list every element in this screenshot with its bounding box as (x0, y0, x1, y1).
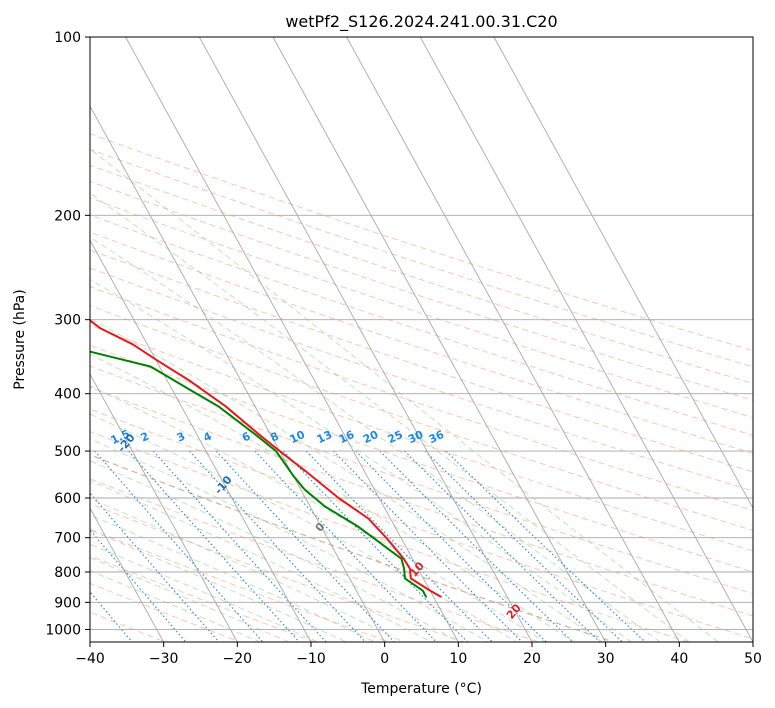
isotherm-line (198, 37, 533, 642)
temperature-line (90, 319, 442, 598)
x-tick-label: −20 (223, 651, 253, 667)
dewpoint-line (90, 350, 427, 598)
dry-adiabat-line (90, 180, 753, 401)
isotherm-line (419, 37, 753, 642)
mixing-ratio-line (90, 529, 187, 642)
mixing-ratio-label: 10 (288, 428, 308, 446)
isotherm-line (90, 373, 238, 642)
pressure-grid-lines (90, 37, 753, 630)
dry-adiabat-line (90, 431, 690, 642)
isotherm-lines (90, 37, 753, 642)
isotherm-line (493, 37, 753, 510)
y-tick-label: 400 (54, 387, 81, 403)
chart-title: wetPf2_S126.2024.241.00.31.C20 (285, 12, 557, 32)
isotherm-line (90, 507, 165, 642)
mixing-ratio-line (254, 450, 438, 642)
y-tick-label: 300 (54, 313, 81, 329)
x-axis-ticks: −40 −30 −20 −10 0 10 20 30 40 50 (75, 642, 762, 667)
x-tick-label: 40 (670, 651, 688, 667)
dry-adiabat-line (90, 286, 753, 511)
dry-adiabat-line (90, 528, 391, 642)
x-tick-label: 0 (380, 651, 389, 667)
mixing-ratio-lines (90, 450, 646, 642)
plot-area: 0.10.20.40.611.52346810131620253036-100-… (4, 37, 753, 642)
dry-adiabat-line (90, 214, 753, 436)
mixing-ratio-line (94, 450, 264, 642)
moist-adiabat-line (90, 460, 461, 642)
mixing-ratio-label: 30 (406, 428, 426, 446)
dry-adiabat-line (90, 344, 753, 573)
x-tick-label: 30 (597, 651, 615, 667)
mixing-ratio-label: 36 (427, 428, 447, 446)
moist-adiabat-line (90, 557, 291, 642)
mixing-ratio-line (379, 450, 574, 642)
moist-adiabat-line (90, 438, 490, 642)
x-tick-label: 50 (744, 651, 762, 667)
isotherm-line (346, 37, 680, 642)
plot-frame (89, 36, 754, 643)
mixing-ratio-label: 20 (361, 428, 381, 446)
y-tick-label: 1000 (45, 622, 81, 638)
y-tick-label: 100 (54, 30, 81, 46)
mixing-ratio-line (404, 450, 601, 642)
moist-adiabat-line (90, 192, 690, 642)
profile-series (90, 319, 442, 598)
mixing-ratio-line (305, 450, 494, 642)
mixing-ratio-label: 0.4 (4, 427, 27, 447)
y-tick-label: 700 (54, 531, 81, 547)
x-tick-label: 10 (449, 651, 467, 667)
y-tick-label: 800 (54, 565, 81, 581)
moist-adiabat-line (90, 498, 405, 642)
x-tick-label: −30 (149, 651, 179, 667)
x-tick-label: 20 (523, 651, 541, 667)
mixing-ratio-label: 13 (315, 428, 334, 446)
mixing-ratio-line (445, 450, 646, 642)
y-tick-label: 200 (54, 208, 81, 224)
moist-adiabat-line (90, 385, 546, 642)
x-tick-label: −10 (296, 651, 326, 667)
isotherm-label: -30 (18, 389, 41, 413)
mixing-ratio-label: 16 (337, 428, 357, 446)
x-tick-label: −40 (75, 651, 105, 667)
moist-adiabat-line (90, 353, 575, 642)
isotherm-line (90, 105, 386, 642)
y-axis-ticks: 100 200 300 400 500 600 700 800 900 1000 (45, 30, 90, 638)
mixing-ratio-line (424, 450, 624, 642)
moist-adiabat-line (90, 318, 604, 642)
plot-background (90, 37, 753, 642)
moist-adiabat-line (90, 413, 518, 642)
moist-adiabat-line (90, 543, 320, 642)
mixing-ratio-line (128, 450, 301, 642)
isotherm-line (90, 239, 312, 642)
mixing-ratio-line (333, 450, 523, 642)
mixing-ratio-line (283, 450, 469, 642)
mixing-ratio-line (152, 450, 327, 642)
x-axis-label: Temperature (°C) (360, 681, 482, 697)
isotherm-line (272, 37, 607, 642)
y-tick-label: 600 (54, 491, 81, 507)
mixing-ratio-line (189, 450, 367, 642)
moist-adiabat-line (90, 148, 720, 642)
isotherm-line (125, 37, 459, 642)
dry-adiabat-line (90, 503, 466, 642)
y-axis-label: Pressure (hPa) (12, 289, 28, 389)
dry-adiabat-line (90, 249, 753, 473)
dry-adiabat-line (90, 324, 753, 552)
mixing-ratio-label: 25 (386, 428, 405, 446)
dry-adiabat-line (90, 454, 616, 642)
y-tick-label: 500 (54, 444, 81, 460)
dry-adiabat-line (90, 365, 753, 595)
y-tick-label: 900 (54, 595, 81, 611)
